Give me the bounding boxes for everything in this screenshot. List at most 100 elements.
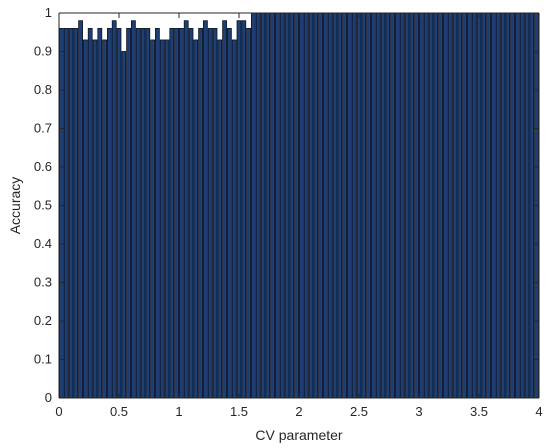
- bar: [332, 12, 338, 399]
- bar: [390, 12, 395, 399]
- bar: [476, 12, 482, 399]
- bar: [87, 27, 93, 399]
- x-tick-label: 1.5: [230, 404, 248, 419]
- bar: [111, 20, 117, 399]
- bar: [318, 12, 323, 399]
- bar: [212, 27, 218, 399]
- bar: [73, 27, 79, 399]
- x-tick-label: 4: [535, 404, 542, 419]
- bar: [107, 27, 112, 399]
- bar: [126, 27, 131, 399]
- y-tick-label: 0: [45, 390, 52, 405]
- bar: [438, 12, 443, 399]
- bar: [246, 27, 251, 399]
- bar: [279, 12, 285, 399]
- bar: [169, 27, 175, 399]
- bar: [323, 12, 328, 399]
- bar: [68, 27, 74, 399]
- bar: [155, 27, 160, 399]
- bar: [159, 39, 165, 399]
- bar: [337, 12, 343, 399]
- bar: [150, 39, 155, 399]
- bar: [471, 12, 477, 399]
- bar: [174, 27, 179, 399]
- bar: [183, 20, 189, 399]
- y-tick-label: 0.4: [34, 236, 52, 251]
- bar: [203, 20, 208, 399]
- bar: [419, 12, 424, 399]
- y-tick-label: 0.1: [34, 352, 52, 367]
- bar: [371, 12, 376, 399]
- bar: [308, 12, 314, 399]
- bar: [495, 12, 501, 399]
- bar: [433, 12, 439, 399]
- bar: [179, 27, 184, 399]
- y-tick-label: 0.9: [34, 44, 52, 59]
- x-axis-label: CV parameter: [255, 427, 342, 443]
- bar: [505, 12, 511, 399]
- bar: [198, 27, 203, 399]
- bar: [327, 12, 333, 399]
- bar: [404, 12, 410, 399]
- bar: [207, 27, 213, 399]
- bar: [140, 27, 146, 399]
- bar: [265, 12, 271, 399]
- bars-layer: [59, 12, 539, 399]
- bar: [423, 12, 429, 399]
- bar: [313, 12, 319, 399]
- bar: [78, 20, 83, 399]
- bar: [231, 39, 237, 399]
- y-tick-label: 1: [45, 5, 52, 20]
- bar: [457, 12, 463, 399]
- x-tick-label: 0.5: [110, 404, 128, 419]
- y-tick-label: 0.3: [34, 275, 52, 290]
- bar: [131, 20, 136, 399]
- bar: [289, 12, 295, 399]
- bar: [227, 27, 232, 399]
- bar: [486, 12, 491, 399]
- bar: [347, 12, 352, 399]
- bar: [116, 27, 122, 399]
- bar: [164, 39, 170, 399]
- y-tick-label: 0.6: [34, 159, 52, 174]
- bar: [500, 12, 506, 399]
- bar: [236, 20, 242, 399]
- bar: [255, 12, 261, 399]
- bar: [299, 12, 304, 399]
- bar: [375, 12, 381, 399]
- bar: [467, 12, 472, 399]
- x-tick-label: 0: [55, 404, 62, 419]
- x-tick-label: 1: [175, 404, 182, 419]
- bar: [351, 12, 357, 399]
- y-tick-label: 0.5: [34, 198, 52, 213]
- bar: [395, 12, 400, 399]
- bar: [414, 12, 419, 399]
- bar: [399, 12, 405, 399]
- y-axis-label: Accuracy: [7, 177, 23, 235]
- bar: [294, 12, 299, 399]
- bar: [342, 12, 347, 399]
- bar: [260, 12, 266, 399]
- bar: [222, 20, 227, 399]
- ticks-layer: 0 0.5 1 1.5 2 2.5 3 3.5 4 0 0.1 0.2 0.3 0.4 0.5 0.6 0.7 0…: [34, 5, 543, 419]
- axes-layer: [58, 12, 540, 399]
- y-tick-label: 0.2: [34, 313, 52, 328]
- bar: [270, 12, 275, 399]
- bar: [361, 12, 367, 399]
- bar: [121, 51, 127, 399]
- x-tick-label: 2.5: [350, 404, 368, 419]
- bar: [135, 27, 141, 399]
- bar: [188, 27, 194, 399]
- bar: [510, 12, 515, 399]
- bar: [519, 12, 525, 399]
- bar: [443, 12, 448, 399]
- bar: [97, 27, 103, 399]
- x-tick-label: 2: [295, 404, 302, 419]
- bar: [515, 12, 520, 399]
- bar: [145, 27, 151, 399]
- bar: [217, 39, 223, 399]
- bar: [102, 39, 107, 399]
- y-tick-label: 0.8: [34, 82, 52, 97]
